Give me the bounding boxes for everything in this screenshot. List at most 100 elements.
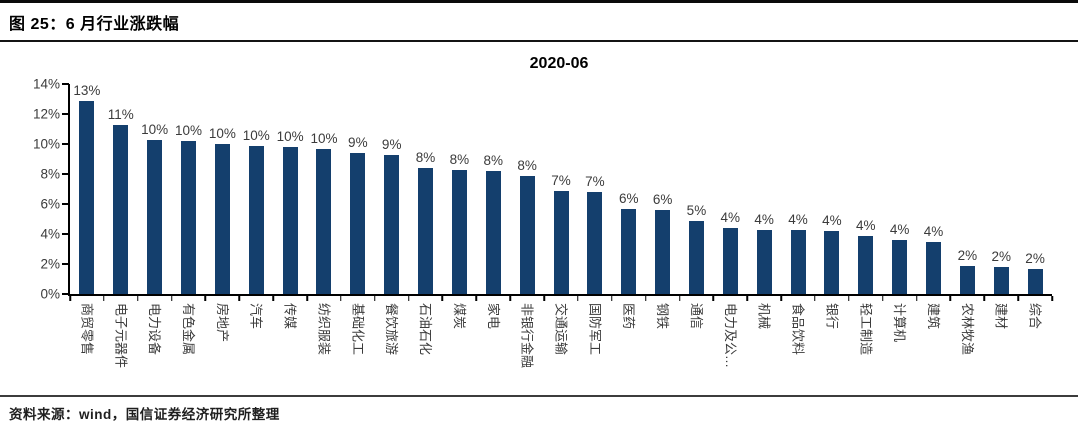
bar (993, 267, 1009, 294)
x-axis-category-label: 石油石化 (418, 303, 434, 356)
figure-title: 图 25：6 月行业涨跌幅 (0, 3, 1078, 42)
bar-value-label: 6% (618, 190, 639, 206)
bar-value-label: 10% (175, 123, 203, 138)
bar-value-label: 10% (310, 130, 338, 146)
y-axis-tick (62, 203, 69, 205)
y-axis-tick (62, 293, 69, 295)
bar (756, 229, 772, 294)
x-axis-category-label: 基础化工 (350, 303, 366, 356)
bar (181, 141, 197, 294)
bar-value-label: 13% (73, 82, 101, 98)
bar-value-label: 4% (822, 213, 842, 228)
x-axis-category-label: 综合 (1027, 303, 1043, 330)
y-axis-tick (62, 233, 69, 235)
bar (384, 154, 400, 294)
y-axis-tick (62, 143, 69, 145)
chart-title: 2020-06 (529, 55, 589, 72)
bar-value-label: 7% (585, 174, 605, 189)
x-axis-tick (949, 296, 952, 301)
x-axis-tick (374, 296, 376, 301)
x-axis-tick (848, 296, 850, 301)
x-axis-category-label: 机械 (756, 303, 772, 330)
x-axis-tick (103, 296, 105, 301)
x-axis-tick (983, 296, 986, 301)
y-axis-label: 14% (32, 76, 60, 92)
x-axis-category-label: 建材 (993, 303, 1009, 330)
bar (621, 208, 637, 294)
bar (451, 169, 467, 294)
bar-value-label: 8% (449, 151, 470, 167)
x-axis-tick (340, 296, 342, 301)
x-axis-tick (1017, 296, 1019, 301)
bar-value-label: 10% (276, 129, 304, 144)
x-axis-category-label: 有色金属 (181, 303, 197, 356)
x-axis-category-label: 国防军工 (587, 303, 603, 356)
x-axis-tick (543, 296, 545, 301)
x-axis-tick (881, 296, 884, 301)
bar-value-label: 2% (991, 249, 1011, 264)
bar (722, 228, 738, 294)
x-axis-category-label: 家电 (485, 303, 501, 330)
bar (553, 190, 569, 294)
plot-area: 0% 2% 4% 6% 8% 10% 12% 14% 13% 商贸零售 11% 电子元器件 10% 电力设… (33, 77, 1053, 368)
bar (113, 124, 129, 294)
x-axis-category-label: 银行 (824, 303, 840, 330)
x-axis-category-label: 传媒 (282, 303, 298, 330)
y-axis-label: 6% (40, 196, 60, 212)
bar (519, 175, 535, 294)
bar-value-label: 4% (923, 223, 944, 239)
x-axis-category-label: 农林牧渔 (959, 303, 975, 356)
bar (925, 241, 941, 294)
y-axis-label: 4% (40, 226, 60, 242)
bar (282, 147, 298, 294)
x-axis-tick (712, 296, 715, 301)
x-axis-category-label: 非银行金融 (519, 303, 535, 369)
x-axis-tick (306, 296, 308, 301)
bar-value-label: 2% (957, 247, 978, 263)
bar-value-label: 4% (720, 210, 741, 225)
x-axis-category-label: 电力设备 (147, 303, 163, 356)
bar-value-label: 9% (348, 135, 368, 150)
bar (248, 145, 264, 294)
bar (350, 153, 366, 294)
y-axis-label: 10% (32, 136, 60, 152)
x-axis-tick (678, 296, 681, 301)
y-axis-label: 12% (32, 106, 60, 122)
x-axis-tick (644, 296, 647, 301)
x-axis-category-label: 商贸零售 (79, 303, 95, 356)
y-axis-label: 0% (40, 286, 60, 302)
x-axis-tick (204, 296, 207, 301)
y-axis-tick (62, 113, 69, 115)
x-axis-tick (577, 296, 579, 301)
bar-value-label: 9% (381, 136, 402, 152)
bar (587, 192, 603, 294)
bar (418, 168, 434, 294)
bar-value-label: 8% (483, 153, 504, 168)
bar (858, 235, 874, 294)
bar (688, 220, 704, 294)
x-axis-category-label: 电力及公… (722, 303, 738, 369)
bar-value-label: 10% (141, 121, 169, 137)
plot-row: 0% 2% 4% 6% 8% 10% 12% 14% 13% 商贸零售 11% 电子元器件 10% 电力设… (33, 77, 1053, 395)
bar-value-label: 4% (889, 222, 910, 237)
bar (790, 229, 806, 294)
x-axis-tick (746, 296, 748, 301)
x-axis-category-label: 计算机 (892, 303, 908, 343)
bar-chart: 2020-06 0% 2% 4% 6% 8% 10% 12% 14% 13% 商贸零售 11% 电子元… (0, 42, 1078, 395)
x-axis-tick (238, 296, 241, 301)
x-axis-tick (407, 296, 410, 301)
bar (959, 265, 975, 294)
x-axis-tick (170, 296, 173, 301)
bar-value-label: 6% (652, 192, 673, 207)
x-axis-tick (509, 296, 511, 301)
bar-value-label: 8% (415, 150, 436, 165)
x-axis-category-label: 餐饮旅游 (384, 303, 400, 356)
y-axis-label: 8% (40, 166, 60, 182)
bar-value-label: 10% (242, 127, 270, 143)
bar-value-label: 4% (788, 211, 808, 227)
x-axis-tick (611, 296, 613, 301)
x-axis-category-label: 交通运输 (553, 303, 569, 356)
x-axis-tick (272, 296, 274, 301)
x-axis-tick (780, 296, 782, 301)
